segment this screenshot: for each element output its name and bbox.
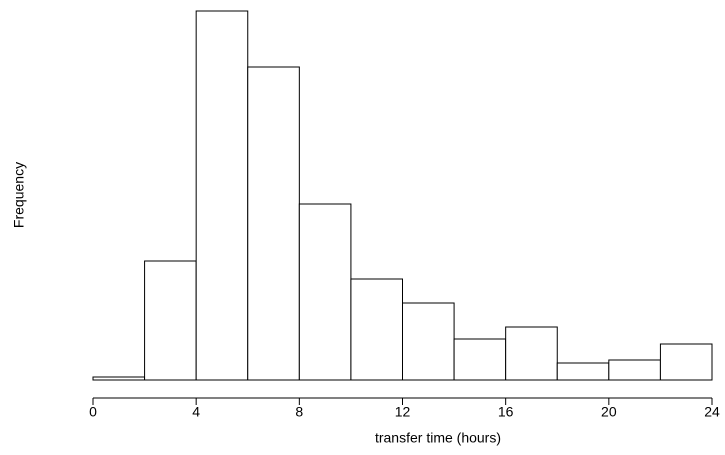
bar	[350, 278, 403, 381]
bar	[298, 203, 352, 381]
bar	[505, 326, 558, 381]
x-tick-label: 12	[395, 404, 411, 420]
bar	[402, 302, 455, 381]
bar	[453, 338, 507, 381]
x-tick-label: 24	[704, 404, 720, 420]
bar	[195, 10, 249, 381]
bar	[92, 376, 146, 381]
x-tick-label: 16	[498, 404, 514, 420]
y-axis-label: Frequency	[11, 162, 27, 228]
bar	[556, 362, 610, 381]
x-tick-label: 4	[192, 404, 200, 420]
bar	[144, 260, 197, 381]
bar	[659, 343, 713, 381]
bar	[247, 66, 300, 381]
x-tick-label: 20	[601, 404, 617, 420]
x-axis-label: transfer time (hours)	[375, 430, 501, 446]
bar	[608, 359, 661, 381]
x-tick-label: 8	[295, 404, 303, 420]
x-tick-label: 0	[89, 404, 97, 420]
